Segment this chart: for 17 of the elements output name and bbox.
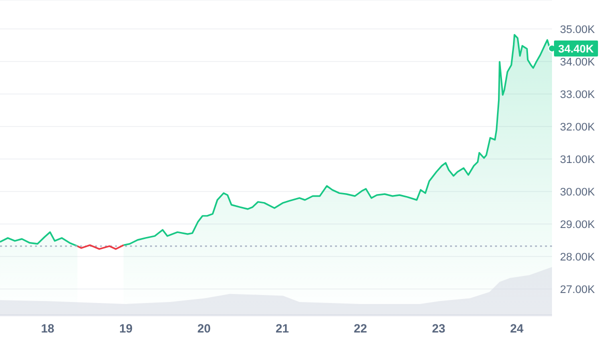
y-tick-label: 31.00K xyxy=(560,154,596,166)
y-tick-label: 30.00K xyxy=(560,186,596,198)
annotation: 34.40K xyxy=(558,43,594,56)
y-tick-label: 34.00K xyxy=(560,56,596,68)
y-tick-label: 33.00K xyxy=(560,88,596,101)
y-tick-label: 32.00K xyxy=(560,121,596,134)
x-tick-label: 18 xyxy=(41,322,55,336)
x-tick-label: 20 xyxy=(197,322,212,336)
y-tick-label: 27.00K xyxy=(560,284,596,296)
x-tick-label: 24 xyxy=(510,322,524,336)
y-tick-label: 28.00K xyxy=(560,251,596,264)
x-tick-label: 23 xyxy=(432,322,446,336)
y-tick-label: 35.00K xyxy=(560,24,596,36)
x-tick-label: 21 xyxy=(276,322,290,336)
x-tick-label: 19 xyxy=(119,322,133,336)
x-tick-label: 22 xyxy=(354,322,368,336)
y-tick-label: 29.00K xyxy=(560,218,596,231)
